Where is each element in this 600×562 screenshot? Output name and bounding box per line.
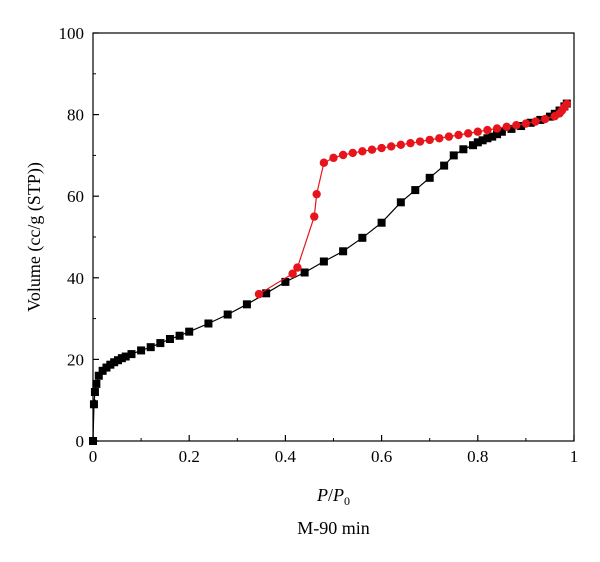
- x-tick-label: 0.8: [467, 447, 488, 466]
- data-point: [319, 257, 328, 266]
- data-point: [89, 400, 98, 409]
- data-point: [425, 135, 434, 145]
- data-point: [358, 233, 367, 242]
- data-point: [545, 112, 554, 121]
- data-point: [468, 141, 477, 150]
- y-tick-label: 20: [67, 350, 84, 369]
- data-point: [435, 134, 444, 143]
- data-point: [137, 346, 146, 355]
- x-tick-label: 0: [89, 447, 98, 466]
- data-point: [449, 151, 458, 160]
- data-point: [293, 263, 302, 272]
- data-point: [411, 186, 420, 195]
- data-point: [312, 189, 321, 199]
- data-point: [156, 339, 165, 348]
- data-point: [492, 124, 502, 133]
- data-point: [454, 130, 463, 140]
- data-point: [540, 114, 550, 124]
- y-tick-label: 40: [67, 269, 84, 288]
- data-point: [562, 99, 571, 109]
- data-point: [310, 212, 319, 221]
- data-point: [387, 142, 396, 151]
- series-layer: [89, 99, 571, 445]
- data-point: [493, 130, 502, 139]
- data-point: [440, 161, 449, 170]
- x-axis-ticks: 0 0.2 0.4 0.6 0.8 1: [89, 435, 579, 466]
- x-tick-label: 0.2: [179, 447, 200, 466]
- data-point: [223, 310, 232, 319]
- data-point: [406, 138, 415, 148]
- y-tick-label: 100: [59, 24, 85, 43]
- data-point: [483, 134, 492, 143]
- data-point: [338, 150, 348, 160]
- series-1: [254, 99, 571, 299]
- data-point: [473, 138, 482, 147]
- data-point: [204, 319, 213, 328]
- series-0: [89, 99, 571, 445]
- y-tick-label: 80: [67, 106, 84, 125]
- y-axis-title: Volume (cc/g (STP)): [24, 162, 45, 312]
- data-point: [425, 173, 434, 182]
- data-point: [94, 371, 103, 380]
- data-point: [459, 145, 468, 154]
- y-tick-label: 0: [76, 432, 85, 451]
- x-tick-label: 0.4: [275, 447, 297, 466]
- data-point: [396, 140, 406, 149]
- data-point: [254, 289, 264, 299]
- data-point: [300, 268, 309, 277]
- series-line: [258, 103, 568, 295]
- plot-frame: [92, 32, 575, 442]
- data-point: [339, 247, 348, 256]
- x-tick-label: 0.6: [371, 447, 392, 466]
- data-point: [483, 125, 492, 135]
- data-point: [127, 350, 136, 359]
- x-axis-title: P/P0: [316, 485, 350, 508]
- data-point: [90, 388, 99, 397]
- data-point: [396, 198, 405, 207]
- data-point: [473, 127, 482, 136]
- data-point: [185, 327, 194, 336]
- data-point: [521, 119, 531, 128]
- data-point: [517, 122, 526, 131]
- data-point: [497, 127, 506, 136]
- y-axis-ticks: 0 20 40 60 80 100: [59, 24, 99, 451]
- data-point: [444, 132, 454, 141]
- data-point: [319, 158, 329, 167]
- data-point: [377, 143, 386, 153]
- x-tick-label: 1: [570, 447, 579, 466]
- data-point: [121, 352, 130, 361]
- data-point: [507, 124, 516, 133]
- data-point: [377, 218, 386, 227]
- data-point: [262, 289, 271, 298]
- chart-caption: M-90 min: [297, 518, 370, 538]
- data-point: [175, 331, 184, 340]
- data-point: [488, 132, 497, 141]
- data-point: [512, 121, 521, 130]
- data-point: [165, 335, 174, 343]
- data-point: [478, 136, 487, 145]
- data-point: [242, 300, 251, 309]
- series-line: [92, 103, 568, 442]
- data-point: [358, 147, 367, 156]
- data-point: [89, 437, 97, 445]
- data-point: [146, 343, 155, 352]
- data-point: [531, 117, 540, 126]
- data-point: [329, 153, 338, 163]
- data-point: [281, 277, 290, 286]
- data-point: [502, 122, 511, 132]
- data-point: [348, 148, 357, 158]
- data-point: [92, 379, 101, 388]
- y-tick-label: 60: [67, 187, 84, 206]
- data-point: [367, 145, 377, 154]
- data-point: [415, 137, 425, 146]
- data-point: [463, 129, 473, 138]
- data-point: [288, 269, 297, 278]
